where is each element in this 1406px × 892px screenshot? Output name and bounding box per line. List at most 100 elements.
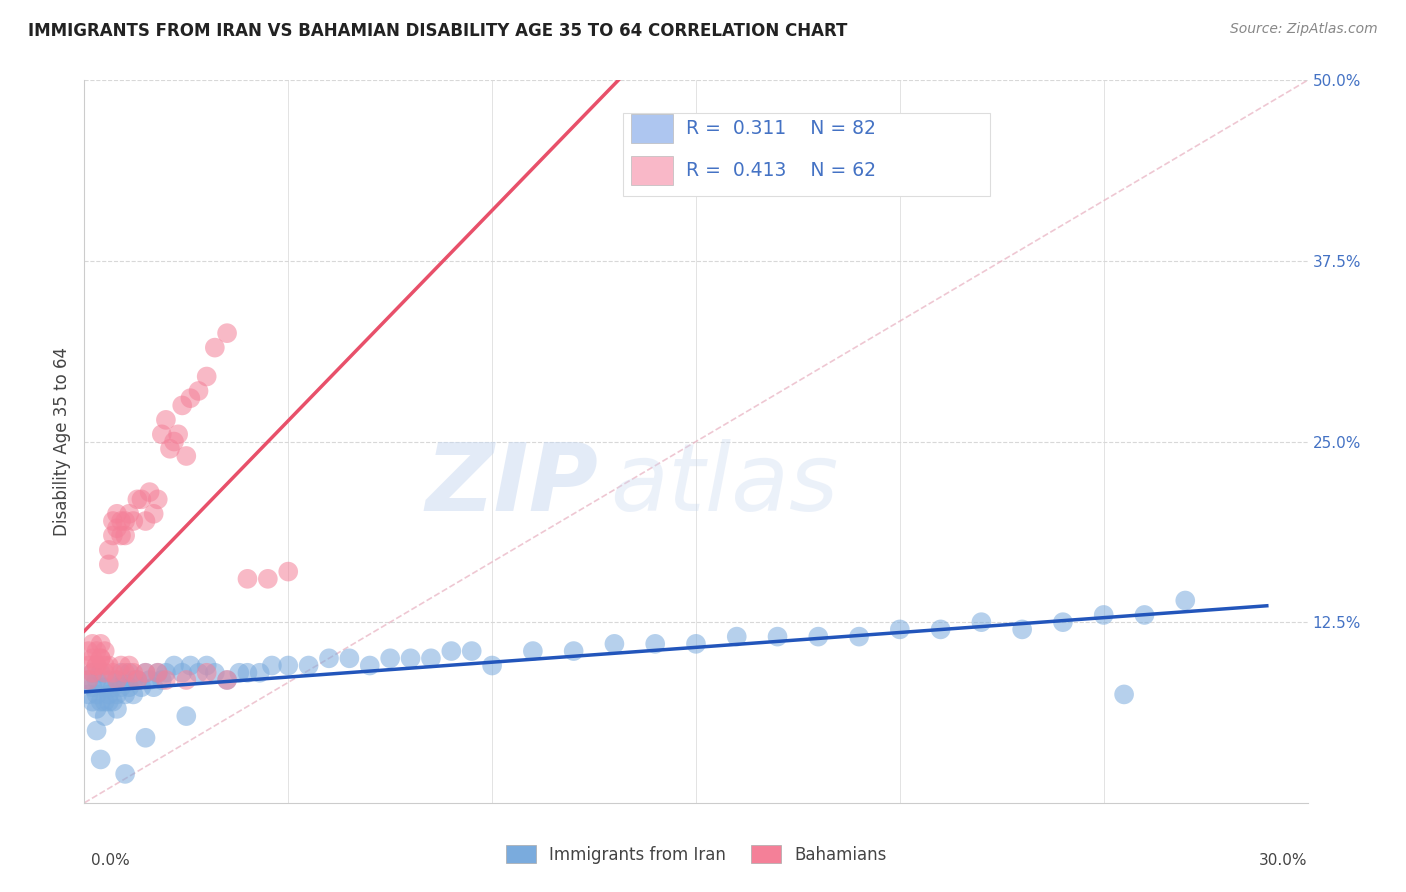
Point: [135, 665, 157, 680]
Point: [127, 492, 149, 507]
Point: [118, 680, 141, 694]
Point: [277, 565, 299, 579]
Point: [257, 572, 280, 586]
Point: [155, 413, 177, 427]
Point: [77, 644, 100, 658]
Point: [93, 709, 115, 723]
Point: [114, 665, 136, 680]
Point: [97, 695, 120, 709]
Point: [90, 651, 112, 665]
Point: [359, 658, 381, 673]
Point: [167, 427, 190, 442]
Point: [277, 658, 299, 673]
Point: [187, 384, 209, 398]
Point: [603, 637, 626, 651]
Point: [127, 673, 149, 687]
Point: [217, 326, 239, 340]
Text: IMMIGRANTS FROM IRAN VS BAHAMIAN DISABILITY AGE 35 TO 64 CORRELATION CHART: IMMIGRANTS FROM IRAN VS BAHAMIAN DISABIL…: [28, 22, 848, 40]
Point: [142, 680, 165, 694]
Point: [174, 449, 197, 463]
Point: [114, 673, 136, 687]
Text: R =  0.413    N = 62: R = 0.413 N = 62: [686, 161, 876, 180]
Point: [318, 651, 340, 665]
Point: [380, 651, 402, 665]
Point: [86, 658, 108, 673]
Point: [889, 623, 911, 637]
Point: [118, 507, 141, 521]
Point: [172, 398, 194, 412]
Point: [236, 665, 259, 680]
Point: [146, 665, 169, 680]
FancyBboxPatch shape: [631, 156, 672, 185]
Point: [118, 658, 141, 673]
Point: [1114, 687, 1136, 701]
Point: [260, 658, 283, 673]
Point: [131, 680, 153, 694]
Point: [929, 623, 952, 637]
Point: [105, 702, 128, 716]
Point: [1174, 593, 1197, 607]
Point: [1133, 607, 1156, 622]
Point: [82, 637, 104, 651]
Text: R =  0.311    N = 82: R = 0.311 N = 82: [686, 120, 876, 138]
Point: [131, 492, 153, 507]
Point: [86, 644, 108, 658]
Point: [420, 651, 443, 665]
Point: [90, 651, 112, 665]
Point: [204, 665, 226, 680]
Point: [195, 369, 218, 384]
Point: [135, 665, 157, 680]
Point: [110, 514, 132, 528]
Point: [135, 514, 157, 528]
Point: [93, 665, 115, 680]
Point: [1011, 623, 1033, 637]
Point: [522, 644, 544, 658]
FancyBboxPatch shape: [631, 114, 672, 143]
Point: [725, 630, 748, 644]
Point: [562, 644, 585, 658]
Point: [93, 695, 115, 709]
Point: [90, 752, 112, 766]
Point: [172, 665, 194, 680]
Point: [105, 673, 128, 687]
Point: [105, 687, 128, 701]
Point: [174, 709, 197, 723]
Legend: Immigrants from Iran, Bahamians: Immigrants from Iran, Bahamians: [499, 838, 893, 871]
Point: [86, 723, 108, 738]
Point: [848, 630, 870, 644]
Point: [461, 644, 484, 658]
Point: [110, 528, 132, 542]
Point: [97, 687, 120, 701]
Point: [101, 680, 124, 694]
Point: [1092, 607, 1115, 622]
Point: [101, 514, 124, 528]
Point: [174, 673, 197, 687]
Point: [217, 673, 239, 687]
Point: [77, 673, 100, 687]
Point: [93, 658, 115, 673]
FancyBboxPatch shape: [623, 112, 990, 196]
Point: [114, 687, 136, 701]
Point: [228, 665, 250, 680]
Point: [339, 651, 361, 665]
Point: [195, 665, 218, 680]
Point: [77, 658, 100, 673]
Point: [77, 687, 100, 701]
Point: [93, 680, 115, 694]
Point: [122, 514, 145, 528]
Point: [82, 695, 104, 709]
Point: [142, 507, 165, 521]
Text: Source: ZipAtlas.com: Source: ZipAtlas.com: [1230, 22, 1378, 37]
Point: [105, 673, 128, 687]
Point: [82, 680, 104, 694]
Point: [150, 673, 173, 687]
Point: [179, 391, 201, 405]
Point: [685, 637, 707, 651]
Point: [150, 427, 173, 442]
Point: [93, 644, 115, 658]
Point: [114, 514, 136, 528]
Point: [236, 572, 259, 586]
Point: [110, 658, 132, 673]
Point: [82, 651, 104, 665]
Point: [118, 665, 141, 680]
